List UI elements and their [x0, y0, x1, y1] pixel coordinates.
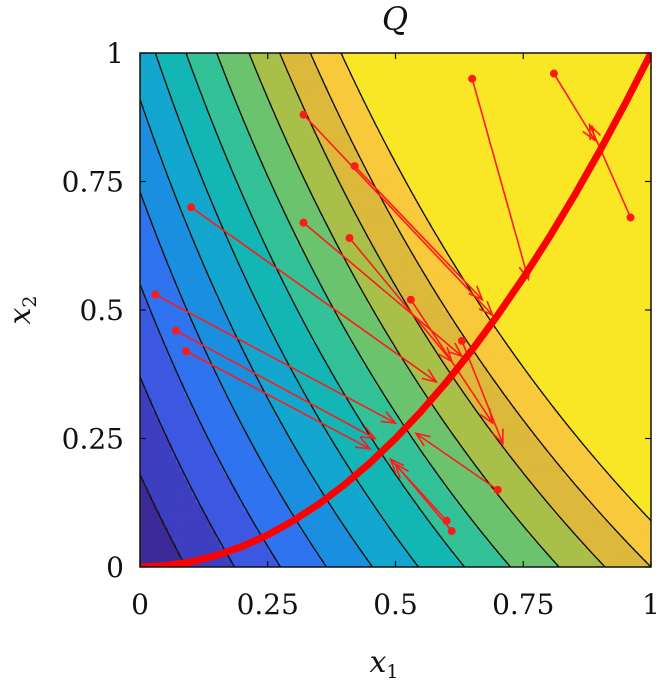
arrow-2	[350, 162, 484, 302]
arrow-11	[414, 432, 502, 494]
contour-line-4	[140, 191, 328, 567]
equilibrium-curve	[140, 53, 651, 567]
contour-line-7	[185, 53, 466, 567]
arrow-field	[151, 69, 635, 536]
arrow-13	[394, 462, 456, 536]
y-tick-label-0: 0	[106, 551, 124, 584]
x-axis-ticks: 0 0.25 0.5 0.75 1	[131, 53, 659, 621]
y-tick-label-2: 0.5	[79, 294, 124, 327]
contour-line-8	[215, 53, 512, 567]
x-axis-label: x1	[369, 645, 398, 682]
x-tick-label-1: 0.25	[237, 588, 299, 621]
arrow-10	[181, 347, 372, 450]
curve-line	[140, 53, 651, 567]
arrow-1	[299, 110, 495, 317]
x-tick-label-0: 0	[131, 588, 149, 621]
chart-title: Q	[382, 0, 408, 38]
arrow-16	[588, 122, 635, 222]
x-tick-label-2: 0.5	[373, 588, 418, 621]
contour-line-5	[140, 99, 374, 567]
y-tick-label-4: 1	[106, 37, 124, 70]
contour-line-12	[340, 53, 651, 522]
plot-area	[140, 53, 651, 567]
contour-line-9	[248, 53, 560, 567]
arrow-5	[187, 203, 439, 384]
y-tick-label-1: 0.25	[62, 423, 124, 456]
arrow-9	[171, 326, 377, 440]
x-tick-label-3: 0.75	[492, 588, 554, 621]
y-axis-ticks: 0 0.25 0.5 0.75 1	[62, 37, 651, 584]
contour-line-11	[309, 53, 651, 567]
y-axis-label: x2	[3, 295, 41, 324]
y-tick-label-3: 0.75	[62, 166, 124, 199]
contour-fills	[140, 53, 651, 567]
contour-line-10	[278, 53, 606, 567]
contour-line-2	[140, 376, 236, 567]
arrow-15	[549, 69, 596, 143]
x-tick-label-4: 1	[642, 588, 659, 621]
arrow-3	[299, 218, 464, 358]
arrow-8	[151, 290, 398, 425]
